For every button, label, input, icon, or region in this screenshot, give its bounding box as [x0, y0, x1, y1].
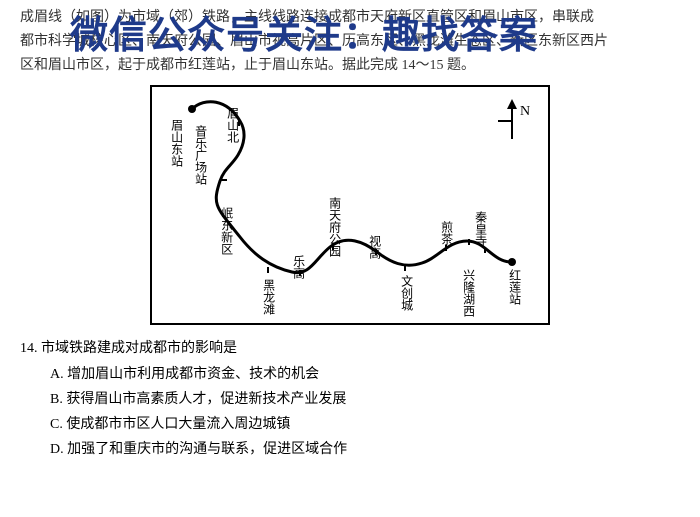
- option-d: D. 加强了和重庆市的沟通与联系，促进区域合作: [20, 438, 680, 462]
- station-music-square: 音乐广场站: [194, 125, 207, 185]
- tick: [375, 249, 377, 255]
- station-qinhuangsi: 秦皇寺: [474, 211, 487, 247]
- station-nantianfu-park: 南天府公园: [328, 197, 341, 257]
- station-meishan-north: 眉山北: [226, 107, 239, 143]
- railway-map: 眉山东站 音乐广场站 眉山北 岷东新区 黑龙滩 乐高 南天府公园 视高 文创城 …: [150, 85, 550, 325]
- station-honglian: 红莲站: [508, 269, 521, 305]
- station-mindong-new: 岷东新区: [220, 207, 233, 255]
- option-text: 增加眉山市利用成都市资金、技术的机会: [67, 367, 319, 382]
- option-c: C. 使成都市市区人口大量流入周边城镇: [20, 413, 680, 437]
- tick: [445, 245, 447, 251]
- tick: [267, 267, 269, 273]
- question-stem: 14. 市域铁路建成对成都市的影响是: [20, 337, 680, 361]
- compass-icon: N: [494, 97, 530, 141]
- option-letter: C.: [50, 417, 63, 432]
- station-heilongtan: 黑龙滩: [262, 279, 275, 315]
- question-number: 14.: [20, 341, 38, 356]
- watermark-overlay: 微信公众号关注：趣找答案: [70, 4, 538, 59]
- station-wenchuang: 文创城: [400, 275, 413, 311]
- question-14: 14. 市域铁路建成对成都市的影响是 A. 增加眉山市利用成都市资金、技术的机会…: [0, 333, 700, 465]
- tick: [299, 270, 301, 276]
- option-text: 使成都市市区人口大量流入周边城镇: [66, 417, 290, 432]
- terminal-west: [188, 105, 196, 113]
- option-letter: A.: [50, 367, 64, 382]
- tick: [332, 244, 334, 250]
- railway-path: [192, 102, 512, 273]
- option-letter: D.: [50, 442, 64, 457]
- tick: [484, 247, 486, 253]
- option-text: 获得眉山市高素质人才，促进新技术产业发展: [66, 392, 346, 407]
- tick: [238, 120, 240, 126]
- option-a: A. 增加眉山市利用成都市资金、技术的机会: [20, 363, 680, 387]
- terminal-east: [508, 258, 516, 266]
- station-shigao: 视高: [368, 235, 381, 259]
- compass-north: N: [494, 97, 530, 146]
- railway-line-svg: [152, 87, 552, 327]
- option-letter: B.: [50, 392, 63, 407]
- station-xinglonghu-west: 兴隆湖西: [462, 269, 475, 317]
- station-jiancha: 煎茶: [440, 221, 453, 245]
- station-meishan-east: 眉山东站: [170, 119, 183, 167]
- compass-label: N: [520, 104, 530, 119]
- question-stem-text: 市域铁路建成对成都市的影响是: [41, 341, 237, 356]
- tick: [221, 179, 227, 181]
- option-text: 加强了和重庆市的沟通与联系，促进区域合作: [67, 442, 347, 457]
- option-b: B. 获得眉山市高素质人才，促进新技术产业发展: [20, 388, 680, 412]
- tick: [404, 265, 406, 271]
- tick: [468, 239, 470, 245]
